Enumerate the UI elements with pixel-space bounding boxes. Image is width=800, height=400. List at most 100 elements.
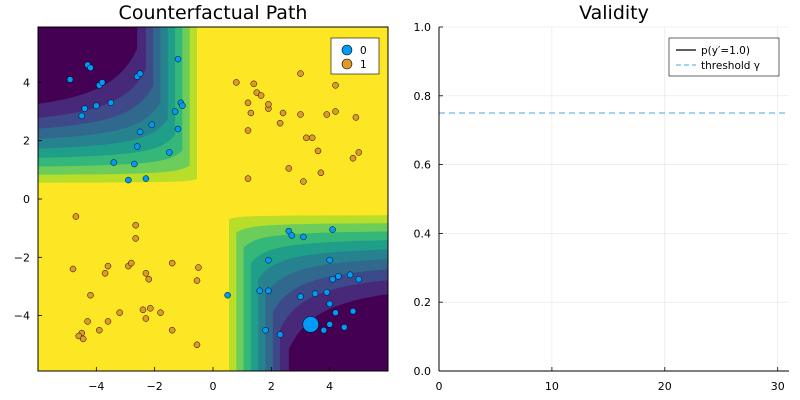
validity-chart: Validity 0 10 20 30 0.0 0.2 0.4 0.6 0.8 1.0 p(y′… [414, 2, 789, 393]
scatter-point-class-0 [131, 160, 138, 168]
scatter-point-class-0 [355, 275, 363, 283]
left-x-tick-label: −2 [147, 380, 163, 393]
scatter-point-class-1 [279, 109, 287, 117]
scatter-point-class-1 [79, 335, 87, 343]
scatter-point-class-1 [84, 318, 91, 325]
scatter-point-class-1 [257, 92, 265, 99]
left-scatter-points [66, 55, 363, 349]
right-legend-box [668, 37, 780, 77]
scatter-point-class-1 [96, 326, 103, 334]
scatter-point-class-0 [87, 64, 94, 72]
scatter-point-class-0 [326, 321, 333, 328]
left-y-tick-label: 4 [23, 76, 30, 89]
left-y-tick-label: 0 [23, 193, 30, 206]
scatter-point-class-1 [250, 80, 258, 88]
scatter-point-class-1 [87, 291, 94, 299]
scatter-point-class-1 [104, 262, 112, 270]
scatter-point-class-1 [297, 70, 304, 77]
scatter-point-class-0 [349, 307, 357, 315]
scatter-point-class-1 [308, 134, 316, 142]
scatter-point-class-0 [288, 232, 296, 239]
scatter-point-class-1 [317, 169, 325, 177]
right-y-tick-label: 0.8 [414, 90, 432, 103]
scatter-point-class-0 [224, 291, 231, 299]
scatter-point-class-1 [168, 259, 176, 267]
left-x-tick-label: 2 [268, 380, 275, 393]
scatter-point-class-0 [276, 331, 284, 338]
left-y-tick-label: −2 [14, 251, 30, 264]
scatter-point-class-0 [256, 287, 263, 295]
legend-marker-class-1 [341, 58, 353, 70]
scatter-point-class-0 [326, 256, 333, 264]
scatter-point-class-0 [98, 79, 106, 86]
left-y-tick-label: 2 [23, 135, 30, 148]
left-legend-box [330, 37, 380, 75]
left-y-tick-label: −4 [14, 310, 30, 323]
scatter-point-class-0 [341, 324, 348, 331]
scatter-point-class-1 [193, 341, 201, 349]
scatter-point-class-0 [320, 326, 328, 334]
counterfactual-path-chart: Counterfactual Path −4 −2 0 2 4 −4 −2 0 2 4 0 1 [14, 2, 389, 393]
scatter-point-class-0 [311, 290, 319, 297]
left-x-tick-label: −4 [88, 380, 104, 393]
legend-marker-class-0 [341, 44, 353, 56]
scatter-point-class-0 [265, 256, 272, 264]
scatter-point-class-0 [265, 287, 272, 295]
scatter-point-class-1 [247, 109, 255, 117]
scatter-point-class-1 [104, 318, 112, 325]
scatter-point-class-1 [285, 165, 293, 172]
right-y-tick-label: 0.6 [414, 159, 432, 172]
left-y-ticks: −4 −2 0 2 4 [14, 76, 42, 323]
scatter-point-class-0 [297, 293, 304, 300]
scatter-point-class-0 [329, 275, 336, 283]
scatter-point-class-1 [69, 265, 77, 273]
scatter-point-class-1 [297, 111, 304, 118]
left-x-tick-label: 4 [326, 380, 333, 393]
scatter-point-class-1 [332, 82, 339, 89]
scatter-point-class-0 [142, 175, 150, 182]
scatter-point-class-1 [303, 134, 310, 142]
scatter-point-class-1 [139, 306, 147, 314]
left-chart-title: Counterfactual Path [119, 2, 308, 24]
right-grid [438, 26, 789, 372]
legend-label-class-0: 0 [360, 45, 367, 57]
scatter-point-class-0 [174, 55, 182, 63]
scatter-point-class-1 [244, 127, 252, 134]
legend-label-threshold: threshold γ [701, 60, 760, 72]
scatter-point-class-0 [346, 271, 354, 279]
right-x-tick-label: 10 [545, 380, 559, 393]
scatter-point-class-1 [323, 111, 331, 118]
scatter-point-class-0 [110, 159, 118, 166]
right-x-tick-label: 30 [771, 380, 785, 393]
scatter-point-class-0 [107, 99, 115, 107]
counterfactual-start-point [302, 316, 319, 333]
legend-label-class-1: 1 [360, 59, 367, 71]
scatter-point-class-0 [171, 108, 179, 115]
scatter-point-class-1 [349, 154, 357, 162]
scatter-point-class-0 [179, 102, 186, 109]
right-y-ticks: 0.0 0.2 0.4 0.6 0.8 1.0 [414, 21, 443, 378]
scatter-point-class-0 [66, 76, 74, 83]
scatter-point-class-0 [133, 143, 141, 150]
contour-band-bottom-right [288, 294, 388, 371]
scatter-point-class-1 [142, 270, 150, 277]
scatter-point-class-1 [147, 305, 154, 312]
scatter-point-class-0 [125, 176, 132, 184]
scatter-point-class-0 [81, 105, 88, 112]
scatter-point-class-1 [300, 178, 307, 185]
scatter-point-class-1 [193, 277, 201, 284]
scatter-point-class-1 [332, 108, 339, 115]
scatter-point-class-1 [132, 221, 139, 229]
right-x-tick-label: 20 [658, 380, 672, 393]
scatter-point-class-0 [174, 125, 182, 133]
right-y-tick-label: 0.2 [414, 296, 432, 309]
scatter-point-class-1 [314, 147, 322, 155]
scatter-point-class-0 [262, 326, 269, 334]
scatter-point-class-0 [332, 309, 339, 316]
right-y-tick-label: 1.0 [414, 21, 432, 34]
right-chart-title: Validity [579, 2, 649, 24]
scatter-point-class-1 [276, 119, 284, 127]
scatter-point-class-1 [72, 213, 80, 220]
scatter-point-class-0 [93, 102, 100, 109]
